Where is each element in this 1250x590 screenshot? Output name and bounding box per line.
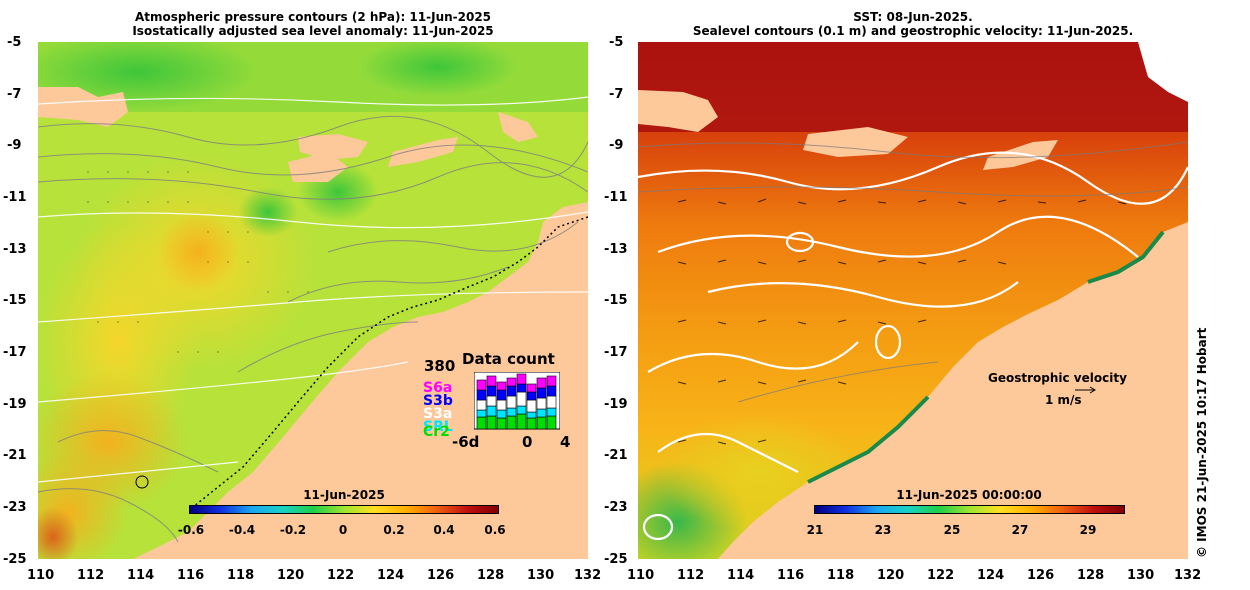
left-y-tick: -13 (3, 242, 27, 257)
right-cbar-tick: 21 (806, 523, 824, 537)
data-count-x-start: -6d (452, 433, 480, 451)
left-x-tick: 112 (77, 568, 105, 583)
left-x-tick: 124 (377, 568, 405, 583)
right-colorbar-title: 11-Jun-2025 00:00:00 (896, 488, 1042, 502)
right-title-line1: SST: 08-Jun-2025. (853, 10, 973, 24)
right-y-tick: -7 (609, 87, 624, 102)
left-x-tick: 128 (477, 568, 505, 583)
right-colorbar (814, 505, 1125, 514)
right-cbar-tick: 25 (943, 523, 961, 537)
left-cbar-tick: 0.2 (383, 523, 405, 537)
right-y-tick: -19 (604, 397, 628, 412)
left-title-line2: Isostatically adjusted sea level anomaly… (132, 24, 494, 38)
left-title-line1: Atmospheric pressure contours (2 hPa): 1… (134, 10, 492, 24)
left-cbar-tick: 0.4 (433, 523, 455, 537)
left-y-tick: -5 (7, 35, 22, 50)
data-count-bars (474, 372, 560, 430)
right-y-tick: -23 (604, 500, 628, 515)
right-x-tick: 124 (977, 568, 1005, 583)
right-x-tick: 126 (1027, 568, 1055, 583)
right-cbar-tick: 27 (1011, 523, 1029, 537)
left-x-tick: 126 (427, 568, 455, 583)
legend-s3b: S3b (423, 393, 453, 409)
left-y-tick: -19 (3, 397, 27, 412)
left-cbar-tick: 0 (338, 523, 348, 537)
left-y-tick: -21 (3, 448, 27, 463)
left-title: Atmospheric pressure contours (2 hPa): 1… (38, 10, 588, 38)
right-y-tick: -13 (604, 242, 628, 257)
left-cbar-tick: -0.6 (177, 523, 205, 537)
left-y-tick: -23 (3, 500, 27, 515)
left-y-tick: -15 (3, 293, 27, 308)
left-cbar-tick: -0.2 (279, 523, 307, 537)
left-x-tick: 130 (527, 568, 555, 583)
left-x-tick: 114 (127, 568, 155, 583)
right-y-tick: -9 (609, 138, 624, 153)
right-title-line2: Sealevel contours (0.1 m) and geostrophi… (692, 24, 1134, 38)
land-mass (38, 87, 128, 127)
left-x-tick: 120 (277, 568, 305, 583)
left-x-tick: 110 (27, 568, 55, 583)
right-x-tick: 122 (927, 568, 955, 583)
velocity-scale: 1 m/s (1045, 393, 1082, 407)
right-y-tick: -21 (604, 448, 628, 463)
left-y-tick: -9 (7, 138, 22, 153)
right-x-tick: 112 (677, 568, 705, 583)
legend-srl: SRL (423, 419, 453, 435)
right-y-tick: -15 (604, 293, 628, 308)
left-x-tick: 118 (227, 568, 255, 583)
right-x-tick: 128 (1077, 568, 1105, 583)
left-y-tick: -7 (7, 87, 22, 102)
australia-coast (718, 222, 1188, 559)
right-x-tick: 130 (1127, 568, 1155, 583)
right-x-tick: 120 (877, 568, 905, 583)
right-map-canvas (638, 42, 1188, 559)
right-x-tick: 116 (777, 568, 805, 583)
left-colorbar-title: 11-Jun-2025 (303, 488, 385, 502)
left-y-tick: -17 (3, 345, 27, 360)
left-cbar-tick: -0.4 (228, 523, 256, 537)
velocity-label: Geostrophic velocity (988, 371, 1127, 385)
right-cbar-tick: 29 (1079, 523, 1097, 537)
right-x-tick: 114 (727, 568, 755, 583)
left-colorbar (189, 505, 499, 514)
left-cbar-tick: 0.6 (484, 523, 506, 537)
data-count-title: Data count (462, 350, 555, 368)
copyright-label: © IMOS 21-Jun-2025 10:17 Hobart (1195, 327, 1209, 558)
legend-cr2: Cr2 (423, 424, 450, 440)
left-x-tick: 122 (327, 568, 355, 583)
right-cbar-tick: 23 (874, 523, 892, 537)
right-title: SST: 08-Jun-2025. Sealevel contours (0.1… (638, 10, 1188, 38)
data-count-x-mid: 0 (522, 433, 533, 451)
legend-s3a: S3a (423, 406, 453, 422)
right-y-tick: -11 (604, 190, 628, 205)
land-mass (638, 90, 718, 132)
left-y-tick: -11 (3, 190, 27, 205)
left-map (38, 42, 588, 559)
left-map-canvas (38, 42, 588, 559)
right-map: Geostrophic velocity 1 m/s (638, 42, 1188, 559)
right-x-tick: 110 (627, 568, 655, 583)
data-count-max: 380 (424, 357, 456, 375)
right-y-tick: -5 (609, 35, 624, 50)
data-count-inset: Data count 380 S6a S3b S3a SRL Cr2 -6d 0… (420, 350, 570, 455)
data-count-x-end: 4 (560, 433, 571, 451)
left-x-tick: 132 (574, 568, 602, 583)
australia-coast (133, 202, 588, 559)
right-x-tick: 118 (827, 568, 855, 583)
left-y-tick: -25 (3, 552, 27, 567)
right-y-tick: -17 (604, 345, 628, 360)
left-x-tick: 116 (177, 568, 205, 583)
legend-s6a: S6a (423, 380, 453, 396)
right-x-tick: 132 (1174, 568, 1202, 583)
right-y-tick: -25 (604, 552, 628, 567)
